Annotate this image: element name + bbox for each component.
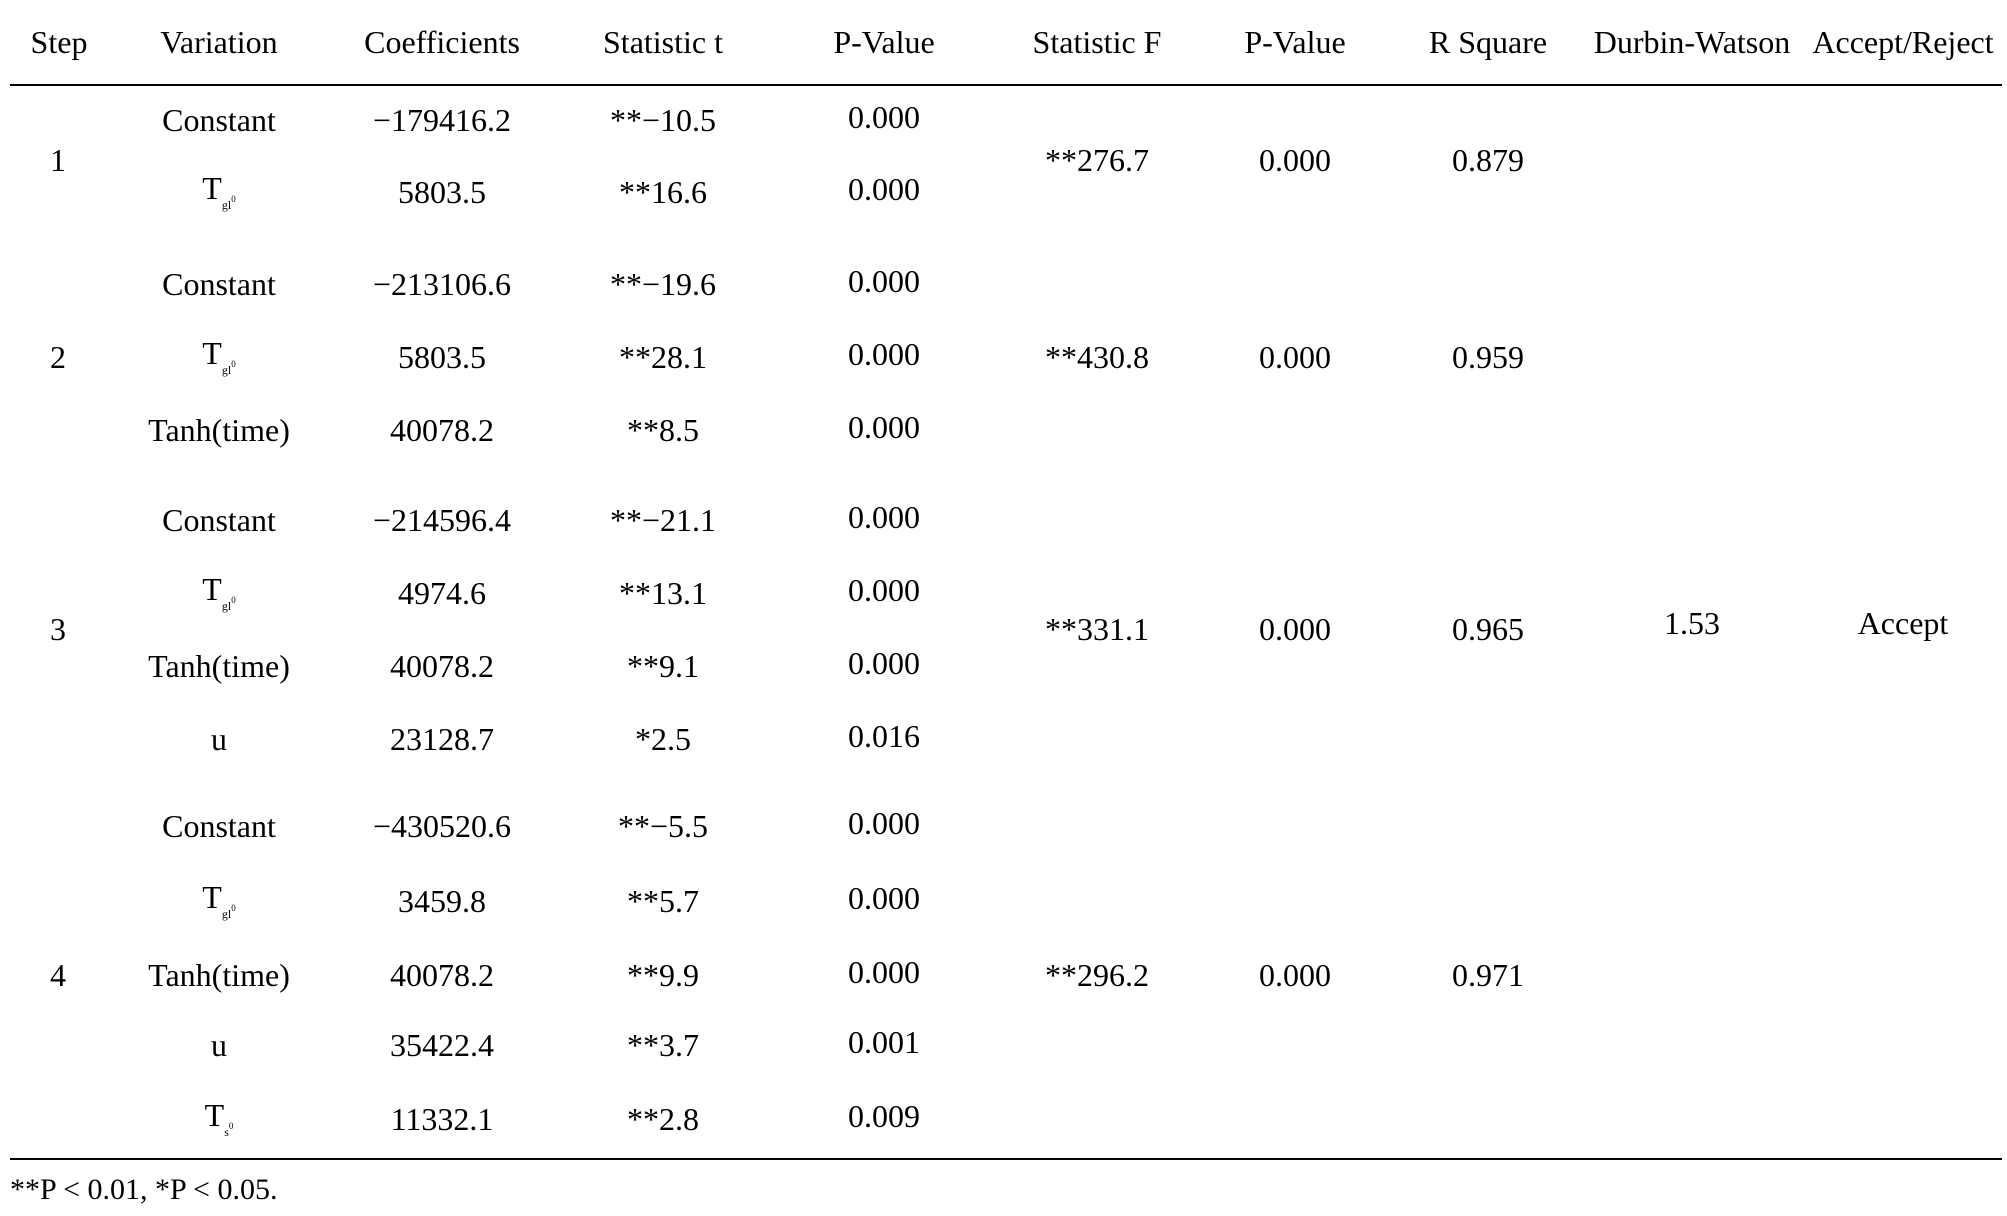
variation-cell: u (211, 721, 227, 757)
statistic-t-cell: **3.7 (627, 1027, 699, 1063)
statistic-t-cell: **−19.6 (609, 266, 717, 302)
coefficient-cell: 3459.8 (398, 883, 486, 919)
header-durbin-watson: Durbin-Watson (1593, 24, 1791, 60)
variation-cell: Tgl0 (202, 571, 236, 613)
p-value-t-cell: 0.000 (848, 99, 920, 135)
header-p-value-f: P-Value (1244, 24, 1346, 60)
variation-cell: Tgl0 (202, 879, 236, 921)
statistic-t-cell: *2.5 (635, 721, 691, 757)
step-number: 4 (50, 957, 66, 993)
p-value-t-cell: 0.016 (848, 718, 920, 754)
coefficient-cell: 35422.4 (390, 1027, 494, 1063)
p-value-f-cell: 0.000 (1259, 339, 1331, 375)
accept-reject-cell: Accept (1857, 605, 1949, 641)
statistic-t-cell: **16.6 (619, 174, 707, 210)
header-statistic-f: Statistic F (1032, 24, 1162, 60)
coefficient-cell: −179416.2 (372, 102, 512, 138)
header-p-value-t: P-Value (833, 24, 935, 60)
p-value-t-cell: 0.000 (848, 954, 920, 990)
table-footnote: **P < 0.01, *P < 0.05. (10, 1173, 278, 1206)
regression-table: Step Variation Coefficients Statistic t … (10, 0, 2002, 1216)
statistic-t-cell: **5.7 (627, 883, 699, 919)
header-accept-reject: Accept/Reject (1812, 24, 1994, 60)
variation-cell: Tgl0 (202, 335, 236, 377)
coefficient-cell: −214596.4 (372, 502, 512, 538)
variation-cell: Tgl0 (202, 170, 236, 212)
coefficient-cell: 40078.2 (390, 412, 494, 448)
p-value-f-cell: 0.000 (1259, 957, 1331, 993)
p-value-t-cell: 0.000 (848, 409, 920, 445)
step-number: 2 (50, 339, 66, 375)
step-number: 3 (50, 611, 66, 647)
durbin-watson-cell: 1.53 (1664, 605, 1720, 641)
coefficient-cell: 11332.1 (390, 1101, 494, 1137)
statistic-t-cell: **−21.1 (609, 502, 717, 538)
coefficient-cell: −430520.6 (372, 808, 512, 844)
p-value-t-cell: 0.009 (848, 1098, 920, 1134)
r-square-cell: 0.879 (1452, 142, 1524, 178)
p-value-t-cell: 0.000 (848, 263, 920, 299)
r-square-cell: 0.971 (1452, 957, 1524, 993)
statistic-t-cell: **9.9 (627, 957, 699, 993)
variation-cell: Constant (162, 266, 276, 302)
coefficient-cell: 4974.6 (398, 575, 486, 611)
variation-cell: Ts0 (204, 1097, 234, 1139)
p-value-t-cell: 0.000 (848, 805, 920, 841)
p-value-t-cell: 0.000 (848, 645, 920, 681)
variation-cell: Tanh(time) (148, 957, 290, 993)
statistic-f-cell: **296.2 (1045, 957, 1149, 993)
statistic-t-cell: **13.1 (619, 575, 707, 611)
variation-cell: u (211, 1027, 227, 1063)
p-value-t-cell: 0.000 (848, 572, 920, 608)
table-bottom-rule (10, 1158, 2002, 1160)
variation-cell: Tanh(time) (148, 412, 290, 448)
r-square-cell: 0.965 (1452, 611, 1524, 647)
statistic-t-cell: **9.1 (627, 648, 699, 684)
p-value-t-cell: 0.001 (848, 1024, 920, 1060)
p-value-t-cell: 0.000 (848, 171, 920, 207)
coefficient-cell: −213106.6 (372, 266, 512, 302)
table-top-rule (10, 84, 2002, 86)
statistic-f-cell: **331.1 (1045, 611, 1149, 647)
header-variation: Variation (160, 24, 278, 60)
p-value-f-cell: 0.000 (1259, 142, 1331, 178)
p-value-t-cell: 0.000 (848, 499, 920, 535)
coefficient-cell: 40078.2 (390, 957, 494, 993)
p-value-t-cell: 0.000 (848, 880, 920, 916)
coefficient-cell: 5803.5 (398, 339, 486, 375)
variation-cell: Tanh(time) (148, 648, 290, 684)
header-r-square: R Square (1428, 24, 1548, 60)
variation-cell: Constant (162, 502, 276, 538)
statistic-t-cell: **−5.5 (617, 808, 709, 844)
r-square-cell: 0.959 (1452, 339, 1524, 375)
header-step: Step (30, 24, 88, 60)
statistic-f-cell: **276.7 (1045, 142, 1149, 178)
coefficient-cell: 23128.7 (390, 721, 494, 757)
coefficient-cell: 40078.2 (390, 648, 494, 684)
header-coefficients: Coefficients (364, 24, 520, 60)
header-statistic-t: Statistic t (603, 24, 723, 60)
statistic-f-cell: **430.8 (1045, 339, 1149, 375)
step-number: 1 (50, 142, 66, 178)
variation-cell: Constant (162, 808, 276, 844)
statistic-t-cell: **2.8 (627, 1101, 699, 1137)
p-value-f-cell: 0.000 (1259, 611, 1331, 647)
coefficient-cell: 5803.5 (398, 174, 486, 210)
statistic-t-cell: **28.1 (619, 339, 707, 375)
p-value-t-cell: 0.000 (848, 336, 920, 372)
statistic-t-cell: **−10.5 (609, 102, 717, 138)
statistic-t-cell: **8.5 (627, 412, 699, 448)
variation-cell: Constant (162, 102, 276, 138)
